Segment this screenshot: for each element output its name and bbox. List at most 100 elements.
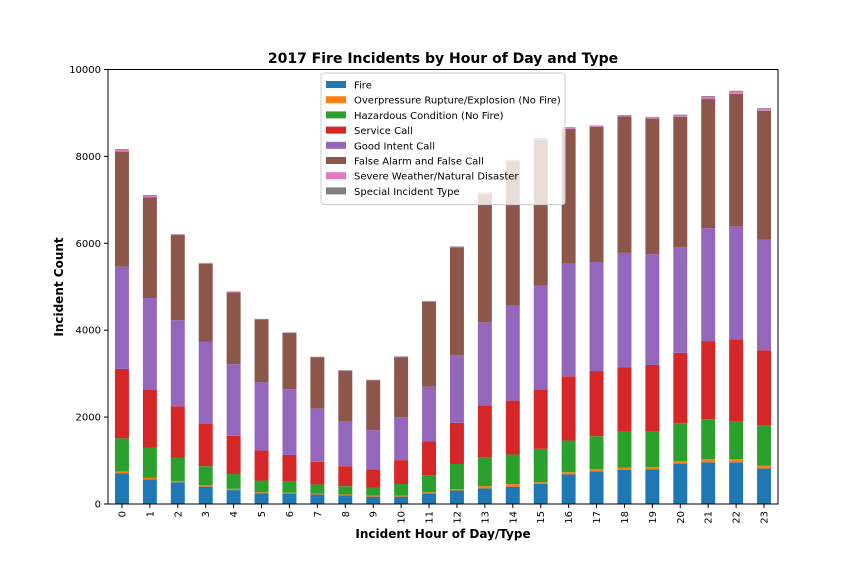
bar-segment-7-hour-23: [757, 108, 772, 110]
bar-segment-4-hour-8: [338, 421, 353, 467]
bar-segment-2-hour-8: [338, 486, 353, 495]
bar-segment-3-hour-7: [310, 461, 325, 485]
chart-title: 2017 Fire Incidents by Hour of Day and T…: [268, 51, 618, 67]
bar-segment-2-hour-2: [170, 457, 185, 481]
bar-segment-3-hour-3: [198, 423, 213, 467]
legend-swatch: [326, 111, 346, 119]
bar-segment-2-hour-23: [757, 425, 772, 466]
y-tick-label: 8000: [76, 152, 101, 163]
x-tick-label: 6: [285, 511, 296, 517]
bar-segment-6-hour-21: [701, 96, 716, 100]
legend-swatch: [326, 172, 346, 180]
bar-segment-4-hour-6: [282, 389, 297, 455]
bar-segment-3-hour-9: [366, 469, 381, 488]
x-tick-label: 12: [452, 511, 463, 524]
bar-segment-3-hour-19: [645, 364, 660, 432]
bar-segment-0-hour-16: [561, 474, 576, 504]
bar-segment-1-hour-6: [282, 492, 297, 494]
bar-segment-0-hour-17: [589, 471, 604, 504]
bar-segment-5-hour-13: [477, 194, 492, 323]
bar-segment-0-hour-13: [477, 488, 492, 504]
bar-segment-2-hour-14: [505, 454, 520, 485]
bar-segment-5-hour-18: [617, 116, 632, 253]
bar-segment-0-hour-4: [226, 490, 241, 504]
bar-segment-1-hour-0: [114, 471, 129, 474]
bar-segment-3-hour-2: [170, 406, 185, 458]
bar-segment-4-hour-12: [449, 354, 464, 423]
x-tick-label: 16: [564, 511, 575, 524]
bar-segment-0-hour-12: [449, 490, 464, 504]
bar-segment-7-hour-22: [729, 90, 744, 92]
bar-segment-4-hour-9: [366, 430, 381, 470]
bar-segment-0-hour-3: [198, 486, 213, 504]
bar-segment-4-hour-21: [701, 228, 716, 342]
bar-segment-3-hour-18: [617, 367, 632, 432]
bar-segment-2-hour-15: [533, 448, 548, 483]
bar-segment-5-hour-23: [757, 110, 772, 240]
bar-segment-1-hour-2: [170, 480, 185, 483]
bar-segment-2-hour-16: [561, 440, 576, 473]
y-tick-label: 4000: [76, 326, 101, 337]
bar-segment-6-hour-18: [617, 115, 632, 117]
bar-segment-3-hour-5: [254, 450, 269, 481]
bar-segment-6-hour-20: [673, 115, 688, 117]
x-tick-label: 7: [313, 511, 324, 517]
x-tick-label: 19: [648, 511, 659, 524]
bar-segment-1-hour-7: [310, 493, 325, 495]
bar-segment-4-hour-0: [114, 266, 129, 369]
bar-segment-2-hour-17: [589, 436, 604, 470]
bar-segment-7-hour-21: [701, 96, 716, 97]
bar-segment-2-hour-0: [114, 438, 129, 472]
x-axis: 0 1 2 3 4 5 6 7 8 9 10 11 12 13 14 15 16 17 18 19 20 21 22 23: [117, 504, 771, 524]
legend-swatch: [326, 141, 346, 149]
legend-label: Special Incident Type: [354, 187, 460, 198]
bar-segment-3-hour-15: [533, 389, 548, 449]
bar-segment-0-hour-2: [170, 482, 185, 504]
bar-segment-5-hour-0: [114, 151, 129, 267]
bar-segment-1-hour-12: [449, 489, 464, 491]
legend-swatch: [326, 187, 346, 195]
x-tick-label: 14: [508, 511, 519, 524]
plot-frame: [107, 69, 779, 505]
x-tick-label: 8: [341, 511, 352, 517]
bar-segment-1-hour-18: [617, 467, 632, 470]
x-tick-label: 15: [536, 511, 547, 524]
bar-segment-2-hour-21: [701, 419, 716, 460]
bar-segment-4-hour-4: [226, 364, 241, 436]
bar-segment-5-hour-21: [701, 99, 716, 229]
bar-segment-3-hour-6: [282, 454, 297, 481]
bar-segment-2-hour-20: [673, 423, 688, 461]
bar-segment-5-hour-4: [226, 292, 241, 365]
bar-segment-5-hour-9: [366, 380, 381, 431]
bar-segment-2-hour-7: [310, 484, 325, 494]
bar-segment-1-hour-21: [701, 459, 716, 463]
bar-segment-0-hour-5: [254, 493, 269, 504]
bar-segment-0-hour-14: [505, 486, 520, 504]
bar-segment-1-hour-20: [673, 460, 688, 464]
bar-segment-3-hour-4: [226, 435, 241, 475]
y-axis: 0 2000 4000 6000 8000 10000: [69, 65, 108, 511]
bar-segment-1-hour-22: [729, 459, 744, 463]
bar-segment-4-hour-18: [617, 252, 632, 368]
bar-segment-1-hour-9: [366, 495, 381, 497]
bar-segment-5-hour-1: [142, 197, 157, 299]
y-tick-label: 10000: [69, 65, 101, 76]
bar-segment-5-hour-6: [282, 332, 297, 390]
legend: Fire Overpressure Rupture/Explosion (No F…: [320, 72, 566, 206]
bar-segment-4-hour-20: [673, 247, 688, 353]
x-tick-label: 5: [257, 511, 268, 517]
bar-segment-2-hour-10: [394, 484, 409, 496]
bar-segment-2-hour-1: [142, 447, 157, 478]
bar-segment-3-hour-12: [449, 422, 464, 465]
x-tick-label: 4: [229, 511, 240, 517]
x-tick-label: 23: [760, 511, 771, 524]
legend-label: Hazardous Condition (No Fire): [354, 111, 504, 122]
bar-segment-6-hour-23: [757, 109, 772, 111]
bar-segment-1-hour-5: [254, 492, 269, 494]
bar-segment-4-hour-15: [533, 285, 548, 390]
legend-swatch: [326, 126, 346, 134]
bar-segment-0-hour-23: [757, 468, 772, 504]
legend-label: Severe Weather/Natural Disaster: [354, 172, 519, 183]
bar-segment-0-hour-9: [366, 496, 381, 504]
bar-segment-2-hour-3: [198, 466, 213, 486]
